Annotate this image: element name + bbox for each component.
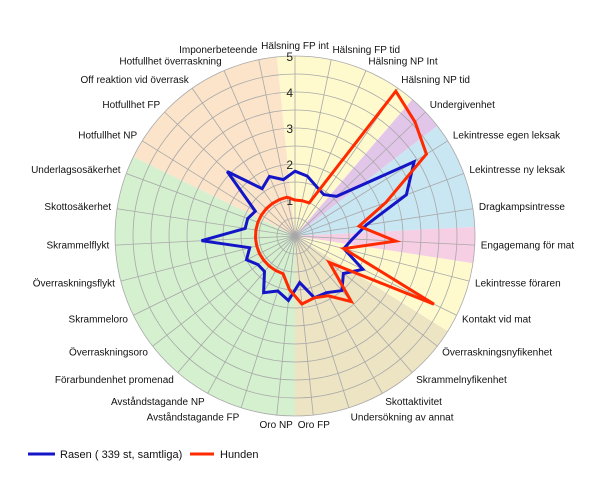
spoke-14 [294,235,350,408]
axis-label-överraskningsoro: Överraskningsoro [69,346,148,358]
axis-label-lekintresse-föraren: Lekintresse föraren [475,279,561,290]
axis-label-hälsning-np-tid: Hälsning NP tid [401,75,470,86]
spoke-2 [294,70,367,237]
axis-label-skottaktivitet: Skottaktivitet [385,397,442,408]
tick-label-3: 3 [286,122,293,136]
axis-label-lekintresse-egen-leksak: Lekintresse egen leksak [453,130,561,141]
axis-label-hotfullhet-fp: Hotfullhet FP [102,100,160,111]
axis-label-hälsning-fp-int: Hälsning FP int [261,41,329,52]
tick-label-2: 2 [286,158,293,172]
axis-label-hälsning-np-int: Hälsning NP Int [368,56,438,67]
spoke-16 [276,235,296,416]
spoke-5 [294,140,448,237]
series-lines [201,88,435,306]
spoke-19 [177,235,296,373]
spoke-17 [240,235,296,408]
spoke-6 [294,173,464,237]
axis-label-engagemang-för-mat: Engagemang för mat [481,241,575,252]
axis-label-undersökning-av-annat: Undersökning av annat [351,412,454,423]
spoke-13 [294,235,383,394]
axis-label-oro-fp: Oro FP [298,420,331,431]
sector-7 [133,56,295,236]
spoke-20 [152,235,296,347]
axis-label-skottosäkerhet: Skottosäkerhet [44,202,111,213]
spoke-11 [294,235,438,347]
spoke-30 [258,59,296,237]
axis-label-hälsning-fp-tid: Hälsning FP tid [332,45,400,56]
legend: Rasen ( 339 st, samtliga) Hunden [28,449,259,461]
axis-label-hotfullhet-överraskning: Hotfullhet överraskning [119,56,221,67]
sector-6 [114,156,296,416]
spoke-4 [294,111,426,237]
axis-label-överraskningsflykt: Överraskningsflykt [33,278,115,290]
legend-label-rasen: Rasen ( 339 st, samtliga) [60,449,182,461]
axis-label-skrammeloro: Skrammeloro [69,315,129,326]
axis-label-off-reaktion-vid-överrask: Off reaktion vid överrask [81,75,190,86]
series-line-rasen-339-st-samtliga [201,159,417,303]
axis-label-förarbundenhet-promenad: Förarbundenhet promenad [55,375,174,386]
spoke-21 [133,235,296,316]
axis-label-skrammelnyfikenhet: Skrammelnyfikenhet [416,375,507,386]
axis-label-lekintresse-ny-leksak: Lekintresse ny leksak [469,165,566,176]
spoke-25 [126,173,296,237]
spoke-18 [207,235,296,394]
axis-label-dragkampsintresse: Dragkampsintresse [479,202,566,213]
axis-label-kontakt-vid-mat: Kontakt vid mat [462,315,531,326]
tick-label-5: 5 [286,50,293,64]
axis-label-överraskningsnyfikenhet: Överraskningsnyfikenhet [442,346,552,358]
spoke-26 [142,140,296,237]
spoke-8 [294,235,475,246]
spoke-22 [120,235,296,282]
sector-3 [295,226,475,264]
spoke-28 [191,88,296,237]
axis-label-oro-np: Oro NP [260,420,294,431]
spoke-9 [294,235,470,282]
tick-labels: 1 2 3 4 5 [286,50,293,208]
spoke-29 [223,70,296,237]
axis-label-avståndstagande-fp: Avståndstagande FP [147,411,240,423]
legend-label-hunden: Hunden [220,449,259,461]
axis-label-undergivenhet: Undergivenhet [430,100,495,111]
sector-0 [276,56,413,237]
axis-label-imponerbeteende: Imponerbeteende [179,45,258,56]
spoke-15 [294,235,314,416]
axis-label-hotfullhet-np: Hotfullhet NP [78,130,137,141]
series-line-hunden [253,88,435,306]
tick-label-4: 4 [286,86,293,100]
tick-label-1: 1 [286,194,293,208]
axis-label-avståndstagande-np: Avståndstagande NP [111,396,205,408]
spoke-12 [294,235,413,373]
axis-label-skrammelflykt: Skrammelflykt [46,241,109,252]
spoke-7 [294,208,473,237]
axis-label-underlagsosäkerhet: Underlagsosäkerhet [31,165,121,176]
spoke-24 [117,208,296,237]
spoke-1 [294,59,332,237]
